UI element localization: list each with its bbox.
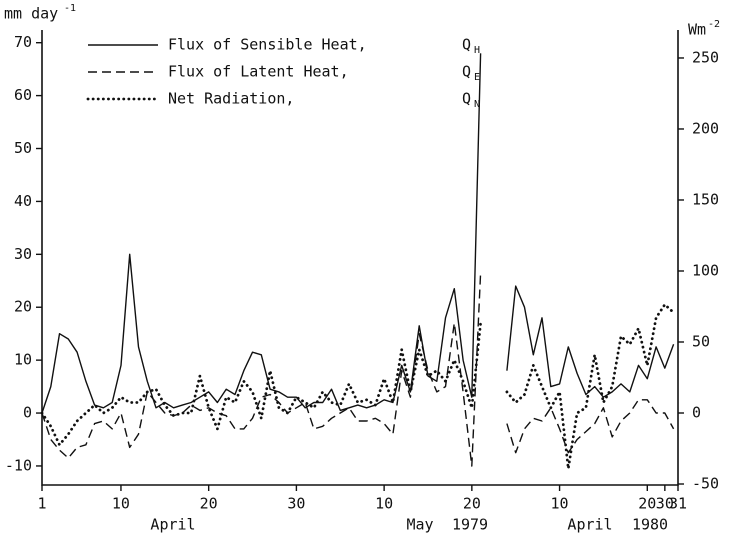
y-tick-label: 10 (14, 351, 32, 369)
legend-symbol-text: Q (462, 63, 471, 81)
y-axis-label-sup: -1 (64, 3, 76, 14)
y2-tick-label: 0 (692, 404, 701, 422)
x-tick-label: 20 (463, 495, 481, 513)
y2-tick-label: 250 (692, 48, 719, 66)
legend-subscript: H (474, 45, 480, 56)
period-label: May (406, 516, 433, 534)
period-label: April (150, 516, 195, 534)
y2-tick-label: 150 (692, 190, 719, 208)
y-axis-label: mm day (4, 5, 58, 23)
period-label: April (567, 516, 612, 534)
y2-tick-label: -50 (692, 475, 719, 493)
y2-tick-label: 200 (692, 119, 719, 137)
y-tick-label: 60 (14, 86, 32, 104)
x-tick-label: 30 (287, 495, 305, 513)
x-tick-label: 10 (551, 495, 569, 513)
y-tick-label: 0 (23, 404, 32, 422)
x-tick-label: 31 (669, 495, 687, 513)
legend-label: Flux of Sensible Heat, (168, 36, 367, 54)
y2-tick-label: 100 (692, 261, 719, 279)
legend-subscript: N (474, 99, 480, 110)
x-tick-label: 10 (112, 495, 130, 513)
period-label: 1980 (632, 516, 668, 534)
y2-axis-label: Wm (688, 21, 706, 39)
x-tick-label: 10 (375, 495, 393, 513)
legend-symbol-text: Q (462, 90, 471, 108)
legend-subscript: E (474, 72, 480, 83)
y-tick-label: 70 (14, 33, 32, 51)
x-tick-label: 20 (200, 495, 218, 513)
data-line (41, 53, 675, 414)
y2-axis-label-sup: -2 (708, 19, 720, 30)
x-tick-label: 20 (638, 495, 656, 513)
y-tick-label: 20 (14, 298, 32, 316)
x-tick-label: 30 (656, 495, 674, 513)
data-line (41, 272, 675, 467)
legend-symbol-text: Q (462, 36, 471, 54)
y-tick-label: 30 (14, 245, 32, 263)
y-tick-label: -10 (5, 456, 32, 474)
axes-frame (41, 30, 679, 486)
y-tick-label: 50 (14, 139, 32, 157)
y-tick-label: 40 (14, 192, 32, 210)
legend-label: Net Radiation, (168, 90, 294, 108)
legend-label: Flux of Latent Heat, (168, 63, 349, 81)
period-label: 1979 (452, 516, 488, 534)
data-line (40, 303, 675, 470)
y2-tick-label: 50 (692, 332, 710, 350)
x-tick-label: 1 (37, 495, 46, 513)
